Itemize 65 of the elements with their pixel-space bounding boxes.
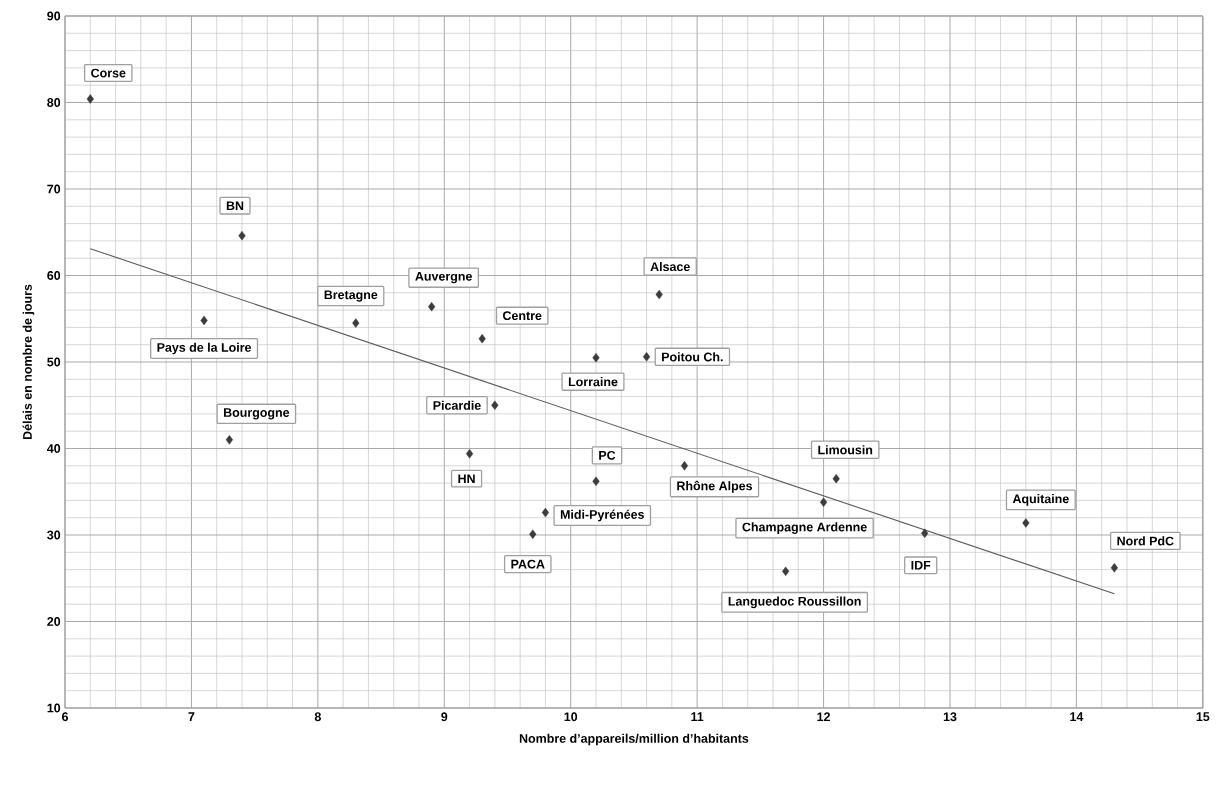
point [1110, 563, 1118, 573]
y-tick-label: 80 [47, 98, 61, 107]
point [592, 352, 600, 363]
annotation: Champagne Ardenne [742, 522, 867, 534]
point [642, 352, 651, 362]
point [782, 566, 790, 577]
x-tick-label: 14 [1070, 712, 1084, 721]
annotation: Languedoc Roussillon [728, 596, 861, 609]
x-tick-label: 7 [188, 712, 195, 721]
annotation: Pays de la Loire [157, 342, 252, 355]
annotation: IDF [911, 560, 931, 570]
point [819, 497, 828, 507]
y-tick-label: 40 [46, 444, 61, 453]
point [238, 231, 246, 241]
y-tick-label: 70 [47, 184, 61, 194]
annotation: BN [226, 201, 244, 210]
annotation: Alsace [650, 261, 690, 272]
point [491, 400, 499, 410]
annotation: Poitou Ch. [662, 352, 723, 362]
annotation: Nord PdC [1117, 536, 1174, 546]
point [1022, 518, 1030, 528]
point [200, 315, 208, 326]
y-tick-label: 60 [47, 271, 61, 280]
point [592, 476, 600, 487]
point [86, 94, 94, 104]
annotation: Bourgogne [223, 408, 290, 420]
y-tick-label: 50 [47, 357, 61, 367]
annotation: HN [458, 474, 475, 483]
point [529, 529, 537, 539]
point [921, 528, 929, 538]
x-tick-label: 15 [1196, 712, 1210, 722]
y-tick-label: 20 [47, 617, 61, 626]
point [680, 461, 689, 471]
x-axis-title: Nombre d’appareils/million d’habitants [519, 733, 749, 746]
point [832, 474, 840, 484]
annotation: Aquitaine [1012, 494, 1069, 506]
point [352, 318, 360, 328]
x-tick-label: 11 [691, 712, 704, 721]
annotation: Lorraine [568, 377, 618, 387]
annotation: Picardie [433, 400, 481, 410]
y-tick-label: 30 [47, 530, 61, 540]
point [428, 301, 436, 312]
x-tick-label: 10 [564, 712, 578, 722]
x-tick-label: 8 [314, 712, 321, 722]
annotation: PACA [511, 559, 545, 569]
y-tick-label: 90 [47, 11, 61, 21]
annotation: Auvergne [415, 272, 472, 284]
x-tick-label: 13 [943, 712, 957, 722]
point [465, 448, 474, 459]
annotation: Midi-Pyrénées [560, 509, 644, 522]
point [225, 435, 233, 445]
point [655, 289, 663, 300]
y-axis-title: Délais en nombre de jours [22, 284, 35, 440]
point [478, 333, 486, 344]
annotation: Bretagne [324, 290, 378, 302]
annotation: Rhône Alpes [677, 480, 753, 493]
annotation: Centre [503, 311, 542, 321]
annotation: Limousin [818, 445, 873, 455]
annotation: PC [599, 450, 616, 460]
x-tick-label: 9 [441, 712, 448, 722]
y-tick-label: 10 [47, 703, 61, 713]
x-tick-label: 6 [61, 712, 69, 722]
point [541, 507, 549, 518]
annotation: Corse [91, 68, 126, 78]
x-tick-label: 12 [817, 712, 830, 722]
